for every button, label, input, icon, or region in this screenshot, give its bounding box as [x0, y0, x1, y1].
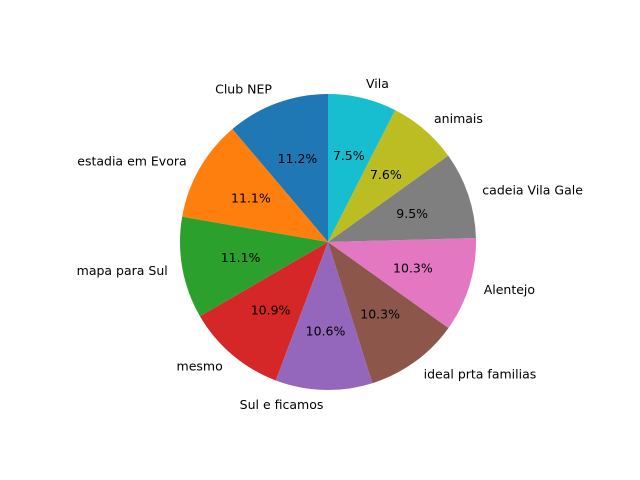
slice-label: Club NEP — [215, 82, 272, 97]
slice-label: animais — [434, 111, 483, 126]
slice-percentage: 10.6% — [306, 323, 346, 338]
slice-label: mapa para Sul — [77, 263, 168, 278]
slice-label: cadeia Vila Gale — [482, 183, 583, 198]
slice-label: Vila — [366, 76, 389, 91]
pie-slice — [182, 129, 328, 242]
pie-slice — [328, 94, 396, 242]
pie-slices — [179, 94, 477, 390]
slice-percentage: 10.3% — [360, 306, 400, 321]
slice-label: mesmo — [177, 359, 223, 374]
slice-percentage: 7.6% — [370, 167, 402, 182]
slice-percentage: 11.1% — [221, 250, 261, 265]
slice-percentage: 9.5% — [396, 206, 428, 221]
slice-percentage: 11.1% — [231, 190, 271, 205]
slice-percentage: 10.3% — [393, 260, 433, 275]
pie-slice — [179, 216, 328, 317]
slice-percentage: 11.2% — [278, 151, 318, 166]
pie-slice — [328, 110, 449, 242]
pie-slice — [275, 242, 373, 390]
slice-label: estadia em Evora — [77, 154, 186, 169]
slice-percentage: 7.5% — [333, 148, 365, 163]
pie-slice — [328, 155, 476, 242]
pie-slice — [328, 242, 449, 384]
pie-slice — [199, 242, 328, 381]
slice-percentage: 10.9% — [251, 302, 291, 317]
slice-label: ideal prta familias — [424, 366, 537, 381]
slice-label: Sul e ficamos — [240, 397, 324, 412]
slice-label: Alentejo — [484, 282, 535, 297]
pie-slice — [232, 94, 328, 242]
pie-slice — [328, 238, 477, 328]
pie-labels: Club NEP 11.2% estadia em Evora 11.1% mapa p… — [77, 76, 584, 412]
